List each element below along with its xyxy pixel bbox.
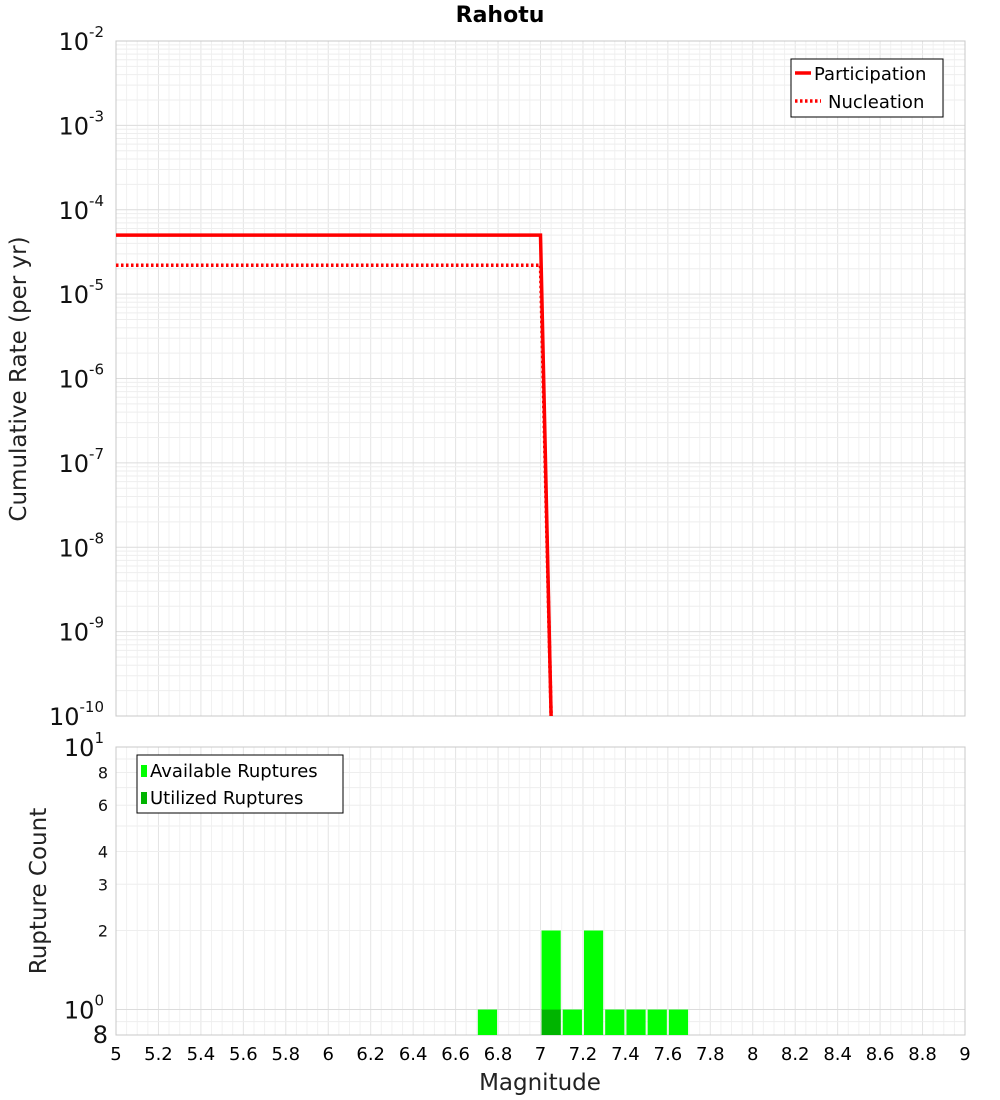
bottom-legend: Available Ruptures Utilized Ruptures	[136, 754, 344, 814]
bottom-y-tick-label: 8	[93, 1021, 108, 1049]
top-y-tick-label: 10-8	[58, 529, 104, 562]
x-tick-label: 8.2	[781, 1044, 810, 1065]
x-tick-label: 7.6	[654, 1044, 683, 1065]
x-tick-label: 8.6	[866, 1044, 895, 1065]
x-tick-label: 5.4	[187, 1044, 216, 1065]
top-y-tick-label: 10-3	[58, 107, 104, 140]
legend-utilized-swatch	[141, 792, 147, 804]
available-bar	[583, 930, 604, 1035]
top-y-axis-label: Cumulative Rate (per yr)	[6, 236, 32, 521]
bottom-y-tick-label: 3	[98, 875, 108, 894]
top-y-tick-label: 10-10	[49, 698, 104, 731]
series-nucleation-line	[116, 263, 553, 717]
x-tick-label: 7.4	[611, 1044, 640, 1065]
utilized-bar	[541, 1009, 561, 1035]
available-bar	[605, 1009, 625, 1035]
available-bar	[562, 1009, 582, 1035]
bottom-plot-area	[115, 746, 966, 1036]
top-y-tick-label: 10-4	[58, 192, 104, 225]
available-bar	[541, 930, 561, 1035]
bottom-y-tick-label: 100	[64, 992, 104, 1025]
top-y-tick-labels: 10-2 10-3 10-4 10-5 10-6 10-7 10-8 10-9 10-10	[49, 23, 104, 731]
x-tick-label: 5	[110, 1044, 121, 1065]
top-legend-box	[790, 58, 944, 118]
x-tick-label: 6	[323, 1044, 334, 1065]
x-tick-label: 8.8	[908, 1044, 937, 1065]
x-tick-label: 7.2	[569, 1044, 598, 1065]
top-y-tick-label: 10-2	[58, 23, 104, 56]
top-legend: Participation Nucleation	[790, 58, 944, 118]
x-tick-label: 6.6	[441, 1044, 470, 1065]
top-series-lines	[116, 233, 553, 717]
bottom-bars	[477, 930, 689, 1035]
legend-nucleation-label: Nucleation	[828, 92, 924, 113]
x-tick-label: 5.6	[229, 1044, 258, 1065]
x-tick-label: 7	[535, 1044, 546, 1065]
available-bar	[647, 1009, 667, 1035]
top-gridlines	[115, 41, 966, 717]
legend-utilized-label: Utilized Ruptures	[150, 788, 303, 809]
top-y-tick-label: 10-7	[58, 445, 104, 478]
top-y-tick-label: 10-9	[58, 614, 104, 647]
x-tick-label: 7.8	[696, 1044, 725, 1065]
x-tick-label: 5.8	[271, 1044, 300, 1065]
x-axis-label: Magnitude	[479, 1070, 601, 1096]
x-tick-label: 5.2	[144, 1044, 173, 1065]
x-tick-label: 6.2	[356, 1044, 385, 1065]
bottom-y-tick-label: 8	[98, 763, 108, 782]
x-tick-label: 9	[959, 1044, 970, 1065]
available-bar	[668, 1009, 689, 1035]
bottom-y-tick-label: 6	[98, 796, 108, 815]
x-tick-label: 6.4	[399, 1044, 428, 1065]
x-tick-label: 8.4	[823, 1044, 852, 1065]
top-y-tick-label: 10-6	[58, 361, 104, 394]
x-tick-labels: 5 5.2 5.4 5.6 5.8 6 6.2 6.4 6.6 6.8 7 7.2 7.4 7.6 7.8 8…	[110, 1044, 970, 1065]
legend-participation-label: Participation	[814, 64, 926, 85]
bottom-y-tick-label: 101	[64, 729, 104, 762]
top-y-tick-label: 10-5	[58, 276, 104, 309]
available-bar	[626, 1009, 646, 1035]
bottom-y-tick-label: 4	[98, 842, 108, 861]
x-tick-label: 6.8	[484, 1044, 513, 1065]
x-tick-label: 8	[747, 1044, 758, 1065]
bottom-y-tick-label: 2	[98, 922, 108, 941]
available-bar	[477, 1009, 498, 1035]
bottom-legend-box	[136, 754, 344, 814]
top-plot-area	[115, 40, 966, 717]
legend-available-swatch	[141, 765, 147, 777]
legend-available-label: Available Ruptures	[150, 761, 318, 782]
bottom-y-axis-label: Rupture Count	[26, 808, 52, 974]
chart-title: Rahotu	[456, 3, 545, 28]
